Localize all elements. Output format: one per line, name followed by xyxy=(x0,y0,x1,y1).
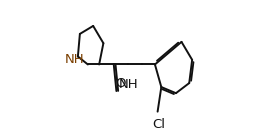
Text: Cl: Cl xyxy=(152,118,165,131)
Text: NH: NH xyxy=(119,78,139,91)
Text: NH: NH xyxy=(65,53,85,66)
Text: O: O xyxy=(115,77,125,90)
